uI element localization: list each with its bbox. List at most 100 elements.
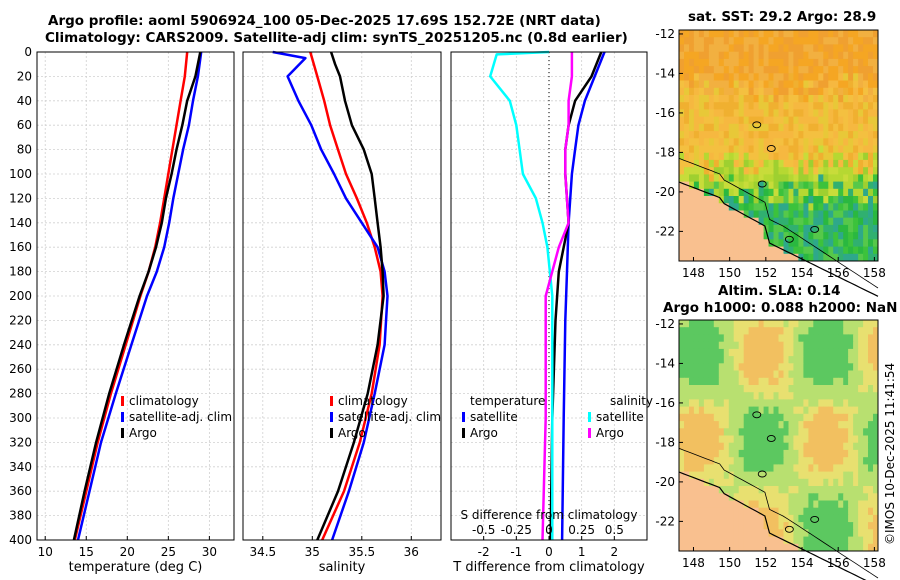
map-cell [778, 145, 784, 154]
map-cell [693, 493, 700, 501]
map-cell [828, 210, 834, 219]
map-cell [713, 471, 720, 480]
map-cell [838, 87, 844, 96]
map-cell [778, 442, 784, 451]
y-tick-label: 220 [9, 313, 32, 327]
map-cell [689, 363, 695, 371]
map-cell [713, 385, 720, 393]
map-cell [748, 239, 755, 247]
map-cell [713, 435, 720, 444]
map-cell [708, 109, 715, 118]
legend-label: satellite-adj. clim [129, 410, 232, 424]
map-cell [703, 486, 710, 494]
map-cell [723, 449, 730, 458]
map-cell [833, 37, 839, 45]
map-cell [803, 167, 809, 175]
map-cell [748, 341, 755, 350]
map-cell [689, 152, 695, 161]
map-cell [748, 167, 755, 175]
map-cell [853, 406, 859, 415]
map-cell [733, 51, 740, 60]
map-cell [743, 102, 750, 110]
map-cell [743, 341, 750, 350]
map-cell [768, 529, 774, 537]
map-cell [728, 44, 735, 53]
map-cell [868, 399, 874, 408]
map-cell [783, 363, 789, 371]
map-cell [858, 167, 864, 175]
map-cell [713, 246, 720, 255]
map-cell [728, 224, 735, 233]
map-cell [793, 123, 799, 132]
map-cell [768, 87, 774, 96]
map-cell [713, 80, 720, 89]
map-cell [758, 370, 765, 379]
map-cell [793, 543, 799, 552]
map-cell [743, 406, 750, 415]
map-cell [823, 239, 829, 247]
map-cell [868, 356, 874, 364]
map-cell [803, 334, 809, 343]
map-cell [703, 341, 710, 350]
map-cell [743, 44, 750, 53]
map-cell [798, 514, 804, 523]
map-cell [698, 536, 705, 545]
map-cell [728, 514, 735, 523]
map-cell [773, 435, 779, 444]
map-cell [823, 102, 829, 110]
map-cell [828, 478, 834, 487]
legend-swatch [121, 428, 124, 438]
map-cell [808, 109, 814, 118]
map-cell [783, 442, 789, 451]
map-cell [793, 356, 799, 364]
map-cell [828, 44, 834, 53]
map-cell [813, 80, 819, 89]
lon-tick-label: 152 [754, 266, 777, 280]
map-cell [753, 167, 760, 175]
map-cell [738, 123, 745, 132]
map-cell [843, 224, 849, 233]
map-cell [778, 116, 784, 125]
map-cell [848, 543, 854, 552]
map-cell [828, 428, 834, 436]
map-cell [803, 435, 809, 444]
map-cell [853, 341, 859, 350]
map-cell [693, 399, 700, 408]
map-cell [798, 123, 804, 132]
map-cell [808, 196, 814, 204]
map-cell [818, 356, 824, 364]
map-cell [863, 217, 869, 226]
map-cell [808, 152, 814, 161]
map-cell [863, 44, 869, 53]
map-cell [808, 464, 814, 473]
map-cell [679, 356, 685, 364]
map-cell [813, 428, 819, 436]
map-cell [803, 356, 809, 364]
map-cell [684, 87, 690, 96]
map-cell [733, 529, 740, 537]
map-cell [689, 109, 695, 118]
map-cell [868, 320, 874, 328]
map-cell [733, 167, 740, 175]
map-cell [684, 320, 690, 328]
map-cell [684, 392, 690, 400]
map-cell [818, 217, 824, 226]
map-cell [733, 116, 740, 125]
map-cell [778, 536, 784, 545]
map-frame [678, 319, 879, 552]
map-cell [748, 145, 755, 154]
map-cell [689, 217, 695, 226]
map-cell [833, 435, 839, 444]
map-cell [703, 471, 710, 480]
map-cell [743, 370, 750, 379]
map-cell [768, 37, 774, 45]
x-tick-label: 10 [38, 545, 53, 559]
map-cell [703, 159, 710, 168]
map-cell [833, 356, 839, 364]
map-cell [798, 399, 804, 408]
map-cell [728, 58, 735, 67]
map-cell [793, 449, 799, 458]
map-cell [803, 30, 809, 38]
map-cell [813, 399, 819, 408]
map-cell [738, 73, 745, 81]
